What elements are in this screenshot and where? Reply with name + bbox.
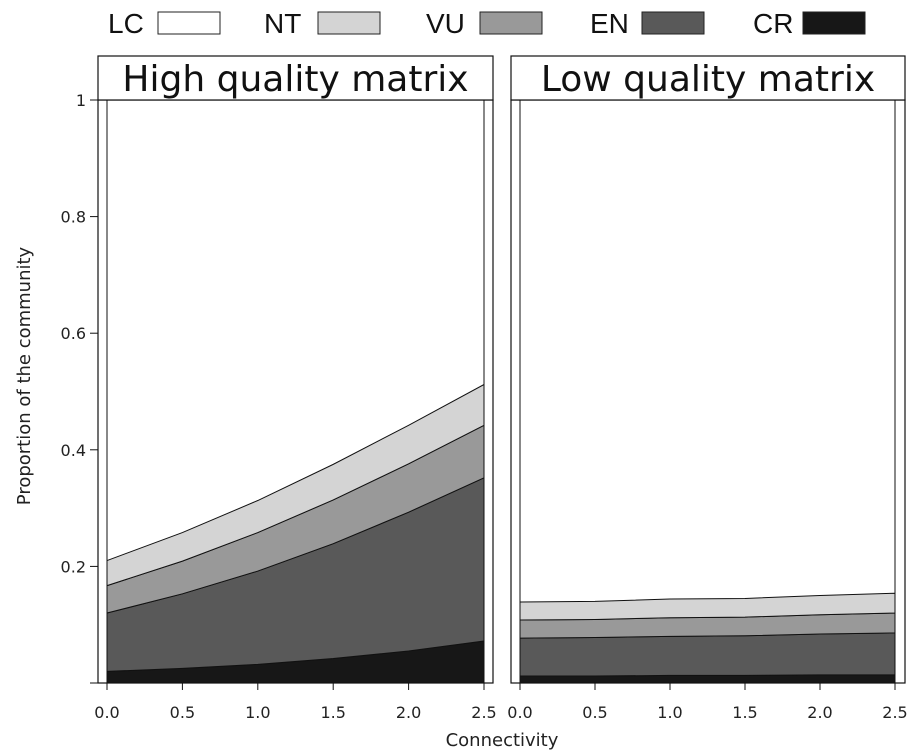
y-tick-label: 0.2: [61, 557, 86, 576]
panel-strip: [510, 55, 906, 101]
x-tick-label: 0.5: [170, 703, 195, 722]
y-tick-label: 0.4: [61, 441, 86, 460]
panel-title: Low quality matrix: [541, 59, 875, 100]
legend-swatch-en: [641, 11, 705, 35]
y-tick-label: 0.6: [61, 324, 86, 343]
y-axis: 0.2 0.4 0.6 0.8 1: [61, 91, 98, 684]
legend-swatch-nt: [317, 11, 381, 35]
panel-2: Low quality matrix 0.0 0.5 1.0 1.5 2.0 2.5: [507, 55, 907, 722]
x-tick-label: 1.5: [732, 703, 757, 722]
x-axis-title: Connectivity: [446, 730, 559, 751]
x-tick-label: 2.0: [807, 703, 832, 722]
y-tick-label: 1: [76, 91, 86, 110]
y-tick-label: 0.8: [61, 208, 86, 227]
legend-swatch-cr: [802, 11, 866, 35]
panel-title: High quality matrix: [122, 59, 468, 100]
x-tick-label: 2.0: [396, 703, 421, 722]
x-tick-label: 0.0: [507, 703, 532, 722]
x-tick-label: 0.5: [582, 703, 607, 722]
panel-strip: [97, 55, 494, 101]
legend-swatch-vu: [479, 11, 543, 35]
x-tick-label: 1.5: [320, 703, 345, 722]
legend: LC NT VU EN CR: [108, 8, 866, 39]
area-en: [519, 632, 896, 677]
x-tick-label: 1.0: [657, 703, 682, 722]
legend-swatch-lc: [157, 11, 221, 35]
x-tick-label: 2.5: [882, 703, 907, 722]
x-tick-label: 0.0: [94, 703, 119, 722]
legend-label-nt: NT: [264, 8, 301, 39]
legend-label-cr: CR: [753, 8, 793, 39]
x-tick-label: 2.5: [471, 703, 496, 722]
legend-label-en: EN: [590, 8, 629, 39]
plot-background: [511, 100, 905, 683]
legend-label-vu: VU: [426, 8, 465, 39]
x-tick-label: 1.0: [245, 703, 270, 722]
panel-1: High quality matrix 0.0 0.5 1.0 1.5 2.0 2.5: [94, 55, 497, 722]
legend-label-lc: LC: [108, 8, 144, 39]
y-axis-title: Proportion of the community: [14, 246, 35, 505]
